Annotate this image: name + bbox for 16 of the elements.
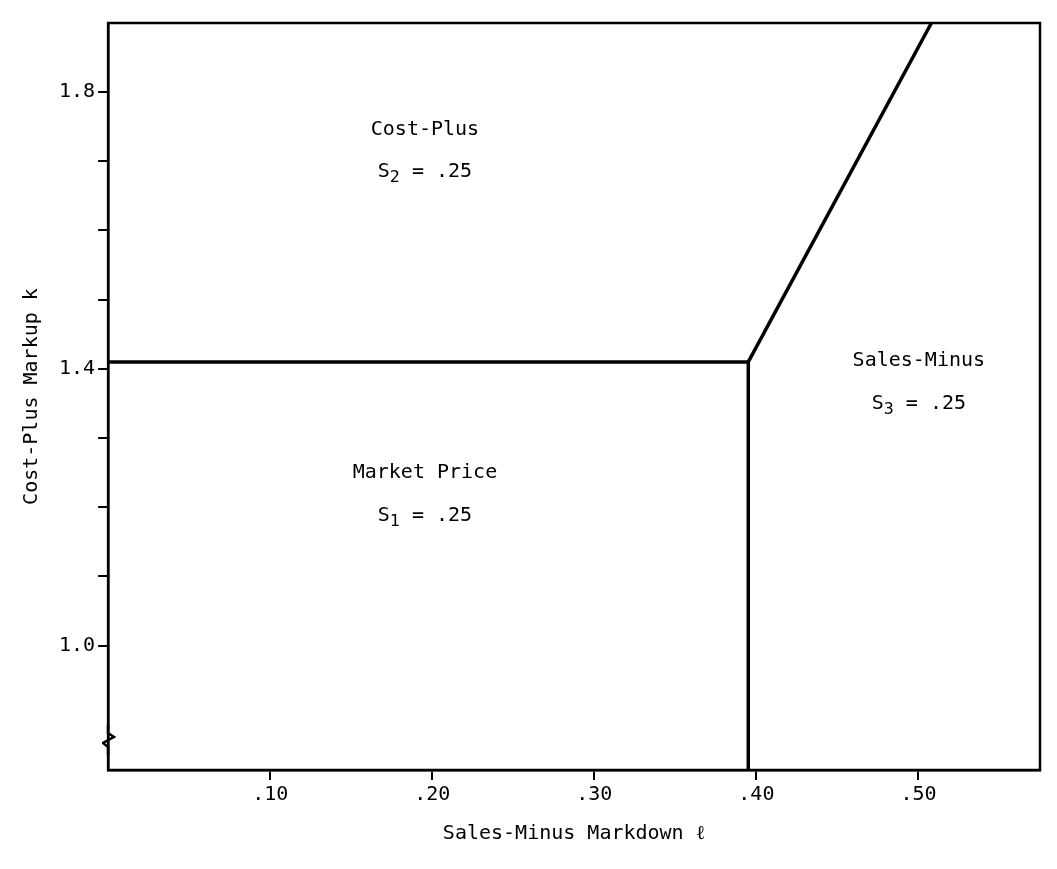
x-tick-label: .30 — [576, 781, 613, 806]
y-tick-label: 1.8 — [59, 78, 96, 103]
x-tick-label: .50 — [900, 781, 937, 806]
annotation: Market Price — [352, 459, 498, 484]
annotation: S$_{2}$ = .25 — [377, 158, 473, 187]
y-tick-label: 1.0 — [59, 631, 96, 656]
x-tick-label: .10 — [252, 781, 289, 806]
x-tick-label: .20 — [414, 781, 451, 806]
annotation: Sales-Minus — [852, 347, 986, 372]
y-axis-title: Cost-Plus Markup k — [18, 288, 43, 505]
x-axis-title: Sales-Minus Markdown ℓ — [442, 820, 706, 845]
y-tick-label: 1.4 — [59, 355, 96, 380]
annotation: S$_{3}$ = .25 — [871, 389, 967, 418]
annotation: S$_{1}$ = .25 — [377, 502, 473, 531]
x-tick-label: .40 — [738, 781, 775, 806]
annotation: Cost-Plus — [370, 115, 480, 140]
